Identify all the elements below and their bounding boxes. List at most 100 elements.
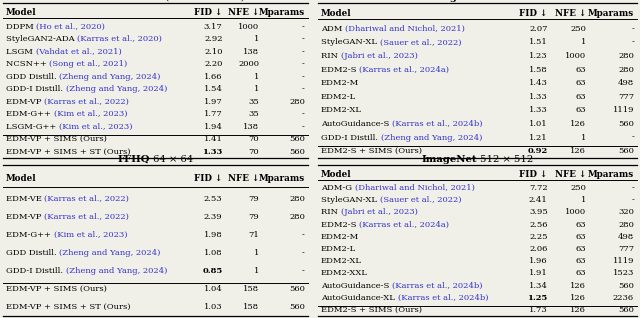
Text: (Jabri et al., 2023): (Jabri et al., 2023) [340,52,417,60]
Text: 560: 560 [618,281,634,290]
Text: 63: 63 [575,257,586,265]
Text: 2.25: 2.25 [529,233,548,241]
Text: 1.43: 1.43 [529,79,548,87]
Text: 498: 498 [618,233,634,241]
Text: 2.39: 2.39 [204,213,223,221]
Text: -: - [302,231,305,239]
Text: -: - [631,196,634,204]
Text: ADM-G: ADM-G [321,184,355,192]
Text: (Karras et al., 2022): (Karras et al., 2022) [44,98,129,106]
Text: EDM-VP + SIMS (Ours): EDM-VP + SIMS (Ours) [6,135,107,143]
Text: 1.25: 1.25 [527,294,548,302]
Text: 560: 560 [618,306,634,314]
Text: LSGM-G++: LSGM-G++ [6,123,59,131]
Text: EDM-VP + SIMS + ST (Ours): EDM-VP + SIMS + ST (Ours) [6,303,131,311]
Text: EDM2-S + SIMS (Ours): EDM2-S + SIMS (Ours) [321,306,422,314]
Text: NFE ↓: NFE ↓ [228,174,259,183]
Text: NFE ↓: NFE ↓ [555,169,586,179]
Text: Mparams: Mparams [259,8,305,17]
Text: DDPM: DDPM [6,23,36,31]
Text: 1000: 1000 [238,23,259,31]
Text: ADM: ADM [321,25,345,33]
Text: -: - [302,267,305,275]
Text: EDM-VP + SIMS (Ours): EDM-VP + SIMS (Ours) [6,285,107,293]
Text: 158: 158 [243,303,259,311]
Text: NFE ↓: NFE ↓ [555,9,586,18]
Text: 63: 63 [575,221,586,229]
Text: 777: 777 [618,245,634,253]
Text: 280: 280 [618,221,634,229]
Text: NCSN++: NCSN++ [6,60,49,68]
Text: FID ↓: FID ↓ [194,8,223,17]
Text: 7.72: 7.72 [529,184,548,192]
Text: 777: 777 [618,93,634,101]
Text: FID ↓: FID ↓ [519,169,548,179]
Text: 1.08: 1.08 [204,249,223,257]
Text: 1.34: 1.34 [529,281,548,290]
Text: 1.94: 1.94 [204,123,223,131]
Text: -: - [631,38,634,46]
Text: 1: 1 [254,73,259,81]
Text: (Kim et al., 2023): (Kim et al., 2023) [54,231,127,239]
Text: StyleGAN-XL: StyleGAN-XL [321,38,380,46]
Text: 1: 1 [254,267,259,275]
Text: EDM2-XXL: EDM2-XXL [321,269,368,277]
Text: (Zheng and Yang, 2024): (Zheng and Yang, 2024) [60,73,161,81]
Text: 1.96: 1.96 [529,257,548,265]
Text: 63: 63 [575,269,586,277]
Text: 70: 70 [248,148,259,156]
Text: -: - [631,25,634,33]
Text: 1.77: 1.77 [204,110,223,118]
Text: (Song et al., 2021): (Song et al., 2021) [49,60,127,68]
Text: 560: 560 [618,147,634,155]
Text: 1000: 1000 [565,52,586,60]
Text: 63: 63 [575,66,586,74]
Text: 2.06: 2.06 [529,245,548,253]
Text: 1: 1 [254,35,259,43]
Text: -: - [302,73,305,81]
Text: 280: 280 [289,195,305,203]
Text: 320: 320 [618,209,634,217]
Text: (Karras et al., 2022): (Karras et al., 2022) [44,213,129,221]
Text: 2.07: 2.07 [529,25,548,33]
Text: 2.20: 2.20 [204,60,223,68]
Text: 1: 1 [580,196,586,204]
Text: 1.58: 1.58 [529,66,548,74]
Text: 512 × 512: 512 × 512 [477,155,533,164]
Text: LSGM: LSGM [6,48,35,56]
Text: 63: 63 [575,79,586,87]
Text: StyleGAN-XL: StyleGAN-XL [321,196,380,204]
Text: (Dhariwal and Nichol, 2021): (Dhariwal and Nichol, 2021) [355,184,474,192]
Text: EDM-VE: EDM-VE [6,195,45,203]
Text: StyleGAN2-ADA: StyleGAN2-ADA [6,35,77,43]
Text: 158: 158 [243,285,259,293]
Text: 126: 126 [570,294,586,302]
Text: 64 × 64: 64 × 64 [150,155,193,164]
Text: 250: 250 [570,184,586,192]
Text: 0.85: 0.85 [202,267,223,275]
Text: 3.95: 3.95 [529,209,548,217]
Text: 1.04: 1.04 [204,285,223,293]
Text: 126: 126 [570,306,586,314]
Text: AutoGuidance-S: AutoGuidance-S [321,281,392,290]
Text: FID ↓: FID ↓ [194,174,223,183]
Text: (Kim et al., 2023): (Kim et al., 2023) [54,110,127,118]
Text: -: - [302,35,305,43]
Text: 79: 79 [248,195,259,203]
Text: 35: 35 [248,110,259,118]
Text: EDM2-L: EDM2-L [321,93,356,101]
Text: (Ho et al., 2020): (Ho et al., 2020) [36,23,105,31]
Text: -: - [302,60,305,68]
Text: 1119: 1119 [612,107,634,114]
Text: 63: 63 [575,93,586,101]
Text: -: - [302,249,305,257]
Text: 79: 79 [248,213,259,221]
Text: 280: 280 [289,213,305,221]
Text: 560: 560 [289,285,305,293]
Text: EDM2-S + SIMS (Ours): EDM2-S + SIMS (Ours) [321,147,422,155]
Text: 2000: 2000 [238,60,259,68]
Text: AutoGuidance-XL: AutoGuidance-XL [321,294,397,302]
Text: Model: Model [321,9,351,18]
Text: Mparams: Mparams [588,9,634,18]
Text: EDM-VP + SIMS + ST (Ours): EDM-VP + SIMS + ST (Ours) [6,148,131,156]
